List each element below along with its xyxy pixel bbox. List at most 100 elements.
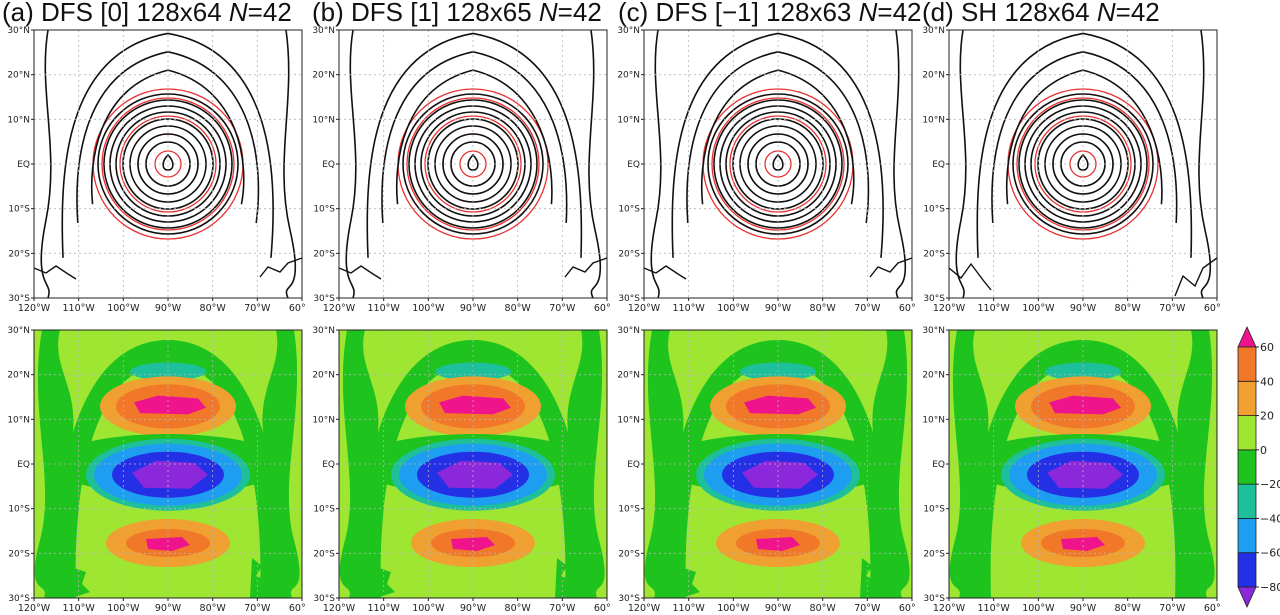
colorbar-tick-label: 0 [1260, 444, 1267, 457]
noise-patch [72, 568, 90, 598]
positive-lobe-core [744, 395, 816, 415]
contour-edge [40, 29, 52, 299]
lower-lobe-core [756, 537, 800, 552]
lon-tick-label: 90°W [765, 603, 792, 614]
lat-tick-label: 20°S [618, 549, 640, 559]
panel-a-n-value: =42 [247, 0, 292, 27]
contour-ring [137, 133, 199, 195]
lat-tick-label: 10°S [923, 205, 945, 215]
lon-tick-label: 110°W [368, 603, 401, 614]
lat-tick-label: 20°S [313, 549, 335, 559]
lon-tick-label: 120°W [18, 603, 51, 614]
lon-tick-label: 100°W [717, 603, 750, 614]
lat-tick-label: 30°N [312, 26, 335, 36]
filled-contours [644, 330, 912, 598]
contour-ring [97, 93, 239, 235]
contour-edge [283, 29, 297, 299]
lon-tick-label: 110°W [978, 303, 1011, 314]
noise-patch [682, 568, 700, 598]
lon-tick-label: 90°W [1070, 303, 1097, 314]
colorbar-tick-label: 40 [1260, 375, 1274, 388]
lon-tick-label: 80°W [200, 603, 227, 614]
lon-tick-label: 70°W [549, 603, 576, 614]
contour-lines [338, 29, 608, 299]
lat-tick-label: 30°S [923, 294, 945, 304]
lat-tick-label: 30°S [8, 294, 30, 304]
colorbar-segment [1237, 483, 1257, 519]
lon-tick-label: 110°W [368, 303, 401, 314]
lat-tick-label: 30°N [922, 326, 945, 336]
panel-b-n-value: =42 [557, 0, 602, 27]
lon-tick-label: 70°W [854, 603, 881, 614]
lon-tick-label: 120°W [933, 603, 966, 614]
lon-tick-label: 120°W [628, 303, 661, 314]
lon-tick-label: 110°W [978, 603, 1011, 614]
contour-ring [707, 93, 849, 235]
lat-tick-label: EQ [627, 460, 640, 470]
panel-b-label: (b) DFS [1] 128x65 [312, 0, 539, 27]
lon-tick-label: 60°W [289, 303, 305, 314]
lat-tick-label: 20°N [7, 371, 30, 381]
panel-c-n-value: =42 [877, 0, 922, 27]
lon-tick-label: 120°W [18, 303, 51, 314]
contour-noise [338, 265, 382, 280]
negative-lobe-core [1047, 460, 1123, 489]
contour-ring [402, 93, 544, 235]
lon-tick-label: 90°W [765, 303, 792, 314]
lat-tick-label: EQ [932, 460, 945, 470]
panel-c-label: (c) DFS [−1] 128x63 [618, 0, 859, 27]
contour-edge [650, 29, 662, 299]
lon-tick-label: 90°W [155, 303, 182, 314]
lat-tick-label: 10°N [617, 115, 640, 125]
lat-tick-label: 30°S [313, 594, 335, 604]
lat-tick-label: 10°N [922, 415, 945, 425]
lon-tick-label: 80°W [1115, 603, 1142, 614]
lon-tick-label: 110°W [673, 303, 706, 314]
lat-tick-label: 20°S [923, 249, 945, 259]
lat-tick-label: 10°S [8, 505, 30, 515]
negative-lobe-core [132, 460, 208, 489]
lat-tick-label: 30°N [7, 326, 30, 336]
lower-lobe-core [451, 537, 495, 552]
lat-tick-label: 20°S [618, 249, 640, 259]
lat-tick-label: 10°S [618, 205, 640, 215]
lon-tick-label: 100°W [412, 603, 445, 614]
panel-d-n-value: =42 [1115, 0, 1160, 27]
lon-tick-label: 100°W [717, 303, 750, 314]
lat-tick-label: 30°N [617, 326, 640, 336]
lower-lobe-core [1061, 537, 1105, 552]
lat-tick-label: EQ [322, 160, 335, 170]
lat-tick-label: 30°N [922, 26, 945, 36]
panel-b-n-symbol: N [538, 0, 558, 27]
lon-tick-label: 70°W [549, 303, 576, 314]
lon-tick-label: 70°W [854, 303, 881, 314]
lat-tick-label: EQ [932, 160, 945, 170]
noise-patch [860, 558, 880, 598]
lat-tick-label: 30°N [617, 26, 640, 36]
contour-ring [427, 118, 519, 210]
lower-lobe-core [146, 537, 190, 552]
contour-noise [948, 262, 992, 291]
lon-tick-label: 70°W [244, 303, 271, 314]
panel-d-title: (d) SH 128x64 N=42 [922, 0, 1160, 28]
contour-noise [259, 257, 303, 278]
lat-tick-label: 30°S [313, 294, 335, 304]
lon-tick-label: 110°W [63, 603, 96, 614]
contour-noise [1174, 257, 1218, 297]
lon-tick-label: 70°W [1159, 303, 1186, 314]
lat-tick-label: 20°S [313, 249, 335, 259]
lat-tick-label: EQ [322, 460, 335, 470]
contour-ring [1037, 118, 1129, 210]
lon-tick-label: 80°W [200, 303, 227, 314]
lon-tick-label: 100°W [412, 303, 445, 314]
lon-tick-label: 80°W [1115, 303, 1142, 314]
panel-b-title: (b) DFS [1] 128x65 N=42 [312, 0, 602, 28]
colorbar-tick-label: 60 [1260, 341, 1274, 354]
negative-lobe-core [742, 460, 818, 489]
contour-ring [442, 133, 504, 195]
lon-tick-label: 60°W [594, 303, 610, 314]
